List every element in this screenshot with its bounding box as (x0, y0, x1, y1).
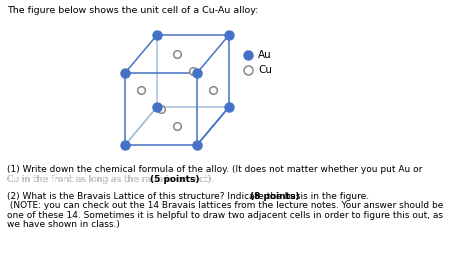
Text: Cu in the front as long as the ratio is correct). (5 points): Cu in the front as long as the ratio is … (7, 175, 261, 183)
Text: Cu: Cu (258, 65, 272, 75)
Text: we have shown in class.): we have shown in class.) (7, 220, 120, 229)
Text: (1) Write down the chemical formula of the alloy. (It does not matter whether yo: (1) Write down the chemical formula of t… (7, 165, 422, 174)
Text: (8 points): (8 points) (250, 192, 300, 201)
Text: (NOTE: you can check out the 14 Bravais lattices from the lecture notes. Your an: (NOTE: you can check out the 14 Bravais … (7, 201, 443, 210)
Text: The figure below shows the unit cell of a Cu-Au alloy:: The figure below shows the unit cell of … (7, 6, 258, 15)
Text: (5 points): (5 points) (150, 175, 200, 183)
Text: Cu in the front as long as the ratio is correct).: Cu in the front as long as the ratio is … (7, 175, 217, 183)
Text: Au: Au (258, 50, 272, 60)
Text: one of these 14. Sometimes it is helpful to draw two adjacent cells in order to : one of these 14. Sometimes it is helpful… (7, 211, 443, 220)
Text: (2) What is the Bravais Lattice of this structure? Indicate the basis in the fig: (2) What is the Bravais Lattice of this … (7, 192, 372, 201)
